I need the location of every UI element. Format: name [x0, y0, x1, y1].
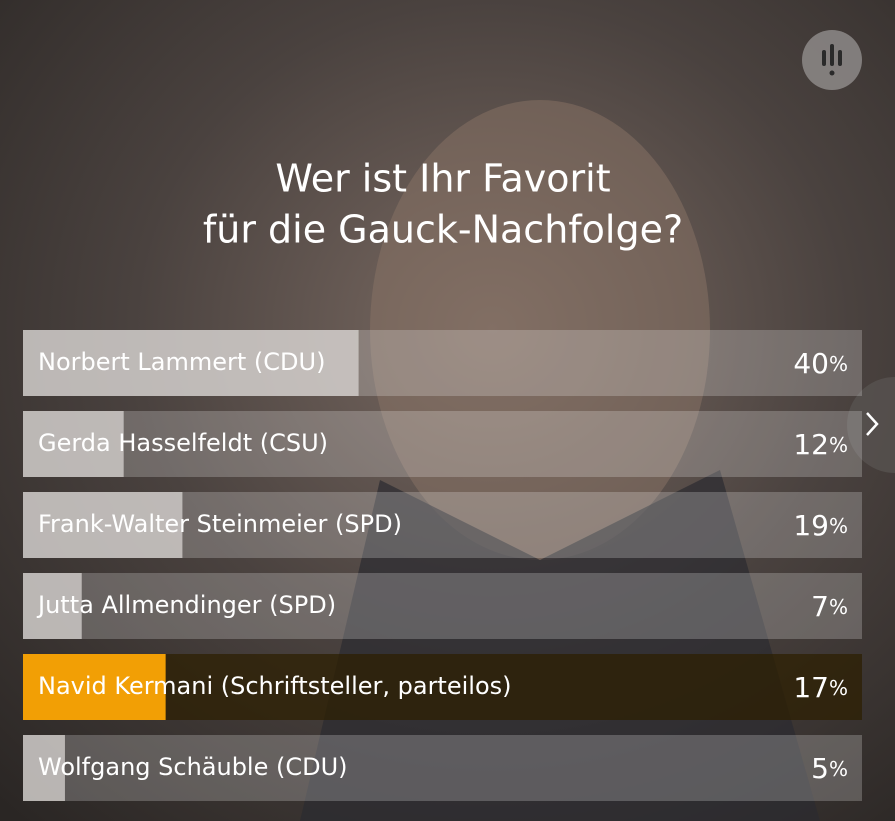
percent-label: 12% [793, 428, 848, 461]
option-label: Frank-Walter Steinmeier (SPD) [38, 510, 402, 538]
percent-label: 19% [793, 509, 848, 542]
option-label: Jutta Allmendinger (SPD) [36, 591, 336, 619]
next-arrow [866, 412, 879, 436]
bar-track [23, 411, 862, 477]
percent-label: 7% [811, 590, 848, 623]
menu-icon [822, 44, 842, 76]
title-line: Wer ist Ihr Favorit [275, 157, 610, 201]
bar-track [23, 735, 862, 801]
bar [23, 573, 82, 639]
percent-label: 17% [793, 671, 848, 704]
bar-track [23, 573, 862, 639]
option-label: Gerda Hasselfeldt (CSU) [38, 429, 328, 457]
next-button[interactable] [847, 377, 895, 473]
bar [23, 654, 166, 720]
bar [23, 330, 359, 396]
bar [23, 411, 124, 477]
title-line: für die Gauck-Nachfolge? [203, 208, 683, 252]
bar [23, 492, 183, 558]
option-label: Navid Kermani (Schriftsteller, parteilos… [38, 672, 512, 700]
option-label: Norbert Lammert (CDU) [38, 348, 325, 376]
photo-shape [370, 100, 710, 560]
percent-label: 5% [811, 752, 848, 785]
bar [23, 735, 65, 801]
option-label: Wolfgang Schäuble (CDU) [38, 753, 348, 781]
photo-shape [300, 470, 820, 821]
percent-label: 40% [793, 347, 848, 380]
